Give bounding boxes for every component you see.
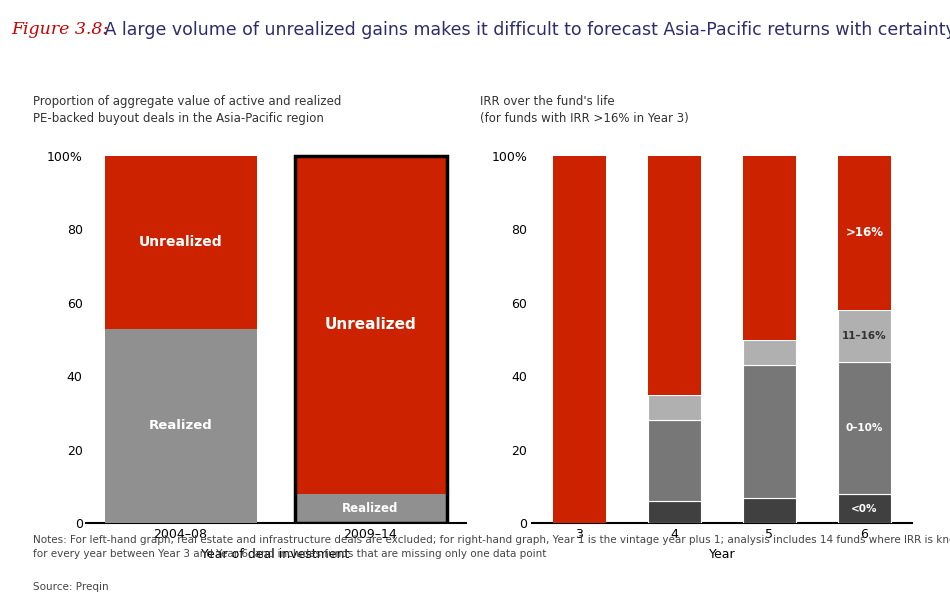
Text: Realized: Realized xyxy=(342,502,399,515)
Bar xyxy=(648,394,700,420)
Bar xyxy=(104,329,256,523)
Text: Unrealized: Unrealized xyxy=(325,318,416,332)
Bar xyxy=(294,156,446,523)
Bar xyxy=(743,497,796,523)
Bar xyxy=(648,420,700,502)
Bar xyxy=(294,494,446,523)
Text: 0–10%: 0–10% xyxy=(846,423,884,433)
Text: 11–16%: 11–16% xyxy=(843,331,886,341)
Bar xyxy=(648,502,700,523)
Bar xyxy=(743,339,796,365)
Bar xyxy=(839,310,891,362)
Bar xyxy=(553,156,606,523)
Text: There are plenty of unrealized gains still locked up,
especially from recent inv: There are plenty of unrealized gains sti… xyxy=(48,54,451,88)
Text: Proportion of aggregate value of active and realized
PE-backed buyout deals in t: Proportion of aggregate value of active … xyxy=(33,94,342,125)
Text: A large volume of unrealized gains makes it difficult to forecast Asia-Pacific r: A large volume of unrealized gains makes… xyxy=(99,21,950,39)
Text: Performance can shift dramatically
over a fund's life: Performance can shift dramatically over … xyxy=(558,54,834,88)
Bar xyxy=(743,365,796,497)
Bar xyxy=(839,156,891,310)
Text: Figure 3.8:: Figure 3.8: xyxy=(11,21,108,38)
Text: Source: Preqin: Source: Preqin xyxy=(33,582,109,592)
Bar xyxy=(294,156,446,494)
Bar xyxy=(743,156,796,339)
Text: >16%: >16% xyxy=(846,226,884,240)
Text: Realized: Realized xyxy=(148,419,213,433)
Bar xyxy=(839,494,891,523)
Bar xyxy=(648,156,700,394)
Text: IRR over the fund's life
(for funds with IRR >16% in Year 3): IRR over the fund's life (for funds with… xyxy=(480,94,689,125)
Bar xyxy=(839,362,891,494)
X-axis label: Year of deal investment: Year of deal investment xyxy=(201,548,350,561)
Text: Notes: For left-hand graph, real estate and infrastructure deals are excluded; f: Notes: For left-hand graph, real estate … xyxy=(33,535,950,560)
X-axis label: Year: Year xyxy=(709,548,735,561)
Bar xyxy=(104,156,256,329)
Text: Unrealized: Unrealized xyxy=(139,235,222,249)
Text: <0%: <0% xyxy=(851,503,878,514)
